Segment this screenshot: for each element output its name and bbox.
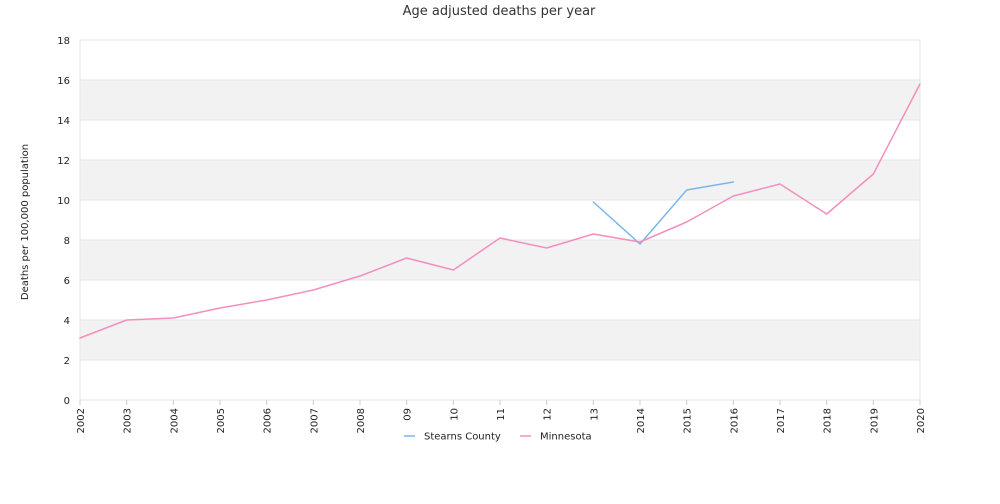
legend: Stearns County Minnesota — [404, 432, 592, 443]
plot-band — [80, 80, 920, 120]
legend-label-minnesota: Minnesota — [540, 432, 592, 443]
x-tick-label: 2004 — [169, 408, 180, 433]
plot-band — [80, 320, 920, 360]
y-axis-ticks: 0 2 4 6 8 10 12 14 16 18 — [57, 36, 70, 407]
x-tick-label: 2018 — [823, 408, 834, 433]
legend-label-stearns-county: Stearns County — [424, 432, 501, 443]
x-tick-label: 13 — [589, 408, 600, 421]
y-tick-label: 6 — [64, 276, 70, 287]
x-tick-label: 09 — [403, 408, 414, 421]
series-line-stearns-county — [592, 181, 735, 245]
x-tick-label: 2006 — [263, 408, 274, 433]
x-tick-label: 2014 — [636, 408, 647, 433]
y-tick-label: 4 — [64, 316, 70, 327]
y-tick-label: 18 — [57, 36, 70, 47]
y-tick-label: 16 — [57, 76, 70, 87]
x-tick-label: 2007 — [309, 408, 320, 433]
x-tick-label: 2002 — [76, 408, 87, 433]
x-tick-label: 2016 — [729, 408, 740, 433]
y-tick-label: 12 — [57, 156, 70, 167]
series-line-minnesota — [79, 83, 921, 339]
x-tick-label: 2005 — [216, 408, 227, 433]
x-tick-label: 12 — [543, 408, 554, 421]
x-tick-label: 11 — [496, 408, 507, 421]
x-tick-label: 10 — [449, 408, 460, 421]
chart-title: Age adjusted deaths per year — [403, 4, 596, 19]
y-tick-label: 14 — [57, 116, 70, 127]
y-tick-label: 8 — [64, 236, 70, 247]
x-tick-label: 2008 — [356, 408, 367, 433]
y-axis-title: Deaths per 100,000 population — [20, 144, 31, 300]
plot-band — [80, 240, 920, 280]
y-tick-label: 0 — [64, 396, 70, 407]
x-axis-ticks: 2002 2003 2004 2005 2006 2007 2008 09 10 11 12 13 20… — [76, 400, 927, 433]
x-tick-label: 2017 — [776, 408, 787, 433]
y-tick-label: 2 — [64, 356, 70, 367]
x-tick-label: 2003 — [123, 408, 134, 433]
series-layer — [79, 83, 921, 339]
x-tick-label: 2019 — [869, 408, 880, 433]
y-tick-label: 10 — [57, 196, 70, 207]
x-tick-label: 2015 — [683, 408, 694, 433]
x-tick-label: 2020 — [916, 408, 927, 433]
plot-bands — [80, 80, 920, 360]
plot-band — [80, 160, 920, 200]
